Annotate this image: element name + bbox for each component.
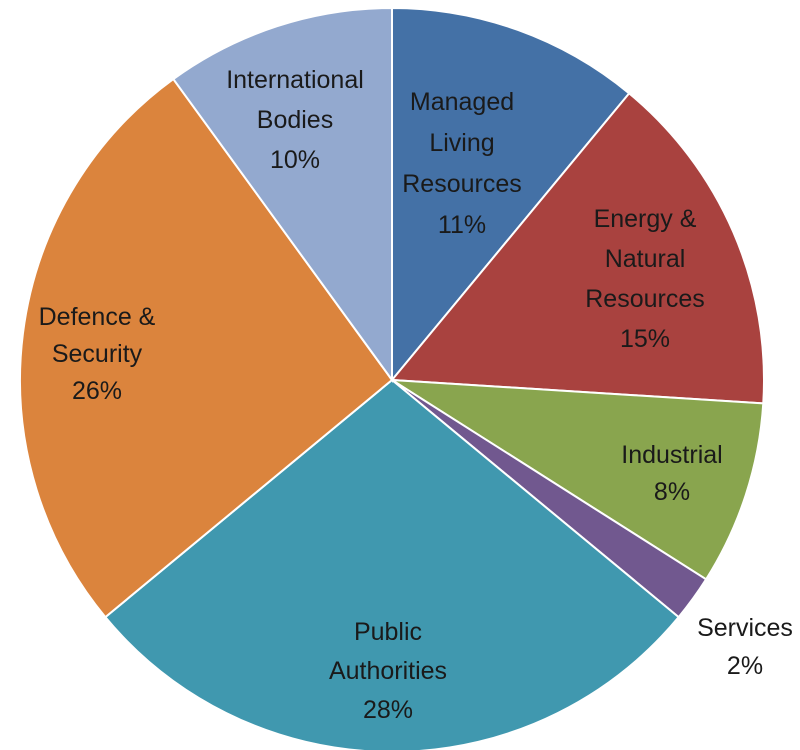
- slice-value-label: 2%: [727, 652, 763, 680]
- pie-slice-public-authorities: [103, 378, 681, 750]
- slice-name-label: Bodies: [257, 106, 333, 134]
- pie-slices: [19, 6, 765, 750]
- slice-value-label: 8%: [654, 478, 690, 506]
- slice-value-label: 11%: [438, 211, 486, 239]
- slice-name-label: Security: [52, 340, 143, 368]
- slice-name-label: Energy &: [594, 205, 697, 233]
- slice-name-label: Services: [697, 614, 793, 642]
- slice-label: Energy & Natural Resources 15%: [585, 205, 705, 353]
- pie-slice-industrial: [391, 379, 765, 581]
- slice-value-label: 10%: [270, 146, 320, 174]
- slice-label: Managed Living Resources 11%: [402, 88, 522, 239]
- pie-slice-managed-living-resources: [391, 6, 631, 383]
- slice-name-label: Managed: [410, 88, 514, 116]
- slice-label: Industrial 8%: [621, 441, 722, 506]
- pie-slice-defence-security: [19, 77, 394, 619]
- slice-label: Services 2%: [697, 614, 793, 680]
- slice-value-label: 26%: [72, 377, 122, 405]
- slice-name-label: Industrial: [621, 441, 722, 469]
- slice-name-label: International: [226, 66, 364, 94]
- slice-label: Defence & Security 26%: [39, 303, 156, 405]
- slice-name-label: Natural: [605, 245, 686, 273]
- slice-name-label: Public: [354, 618, 422, 646]
- pie-labels: Managed Living Resources 11% Energy & Natural…: [39, 66, 793, 724]
- slice-value-label: 15%: [620, 325, 670, 353]
- slice-name-label: Living: [429, 129, 494, 157]
- slice-name-label: Defence &: [39, 303, 156, 331]
- slice-value-label: 28%: [363, 696, 413, 724]
- slice-label: International Bodies 10%: [226, 66, 364, 174]
- slice-name-label: Resources: [585, 285, 705, 313]
- slice-name-label: Authorities: [329, 657, 447, 685]
- pie-slice-energy-natural-resources: [389, 91, 765, 405]
- slice-name-label: Resources: [402, 170, 522, 198]
- slice-label: Public Authorities 28%: [329, 618, 447, 724]
- pie-slice-international-bodies: [171, 6, 393, 384]
